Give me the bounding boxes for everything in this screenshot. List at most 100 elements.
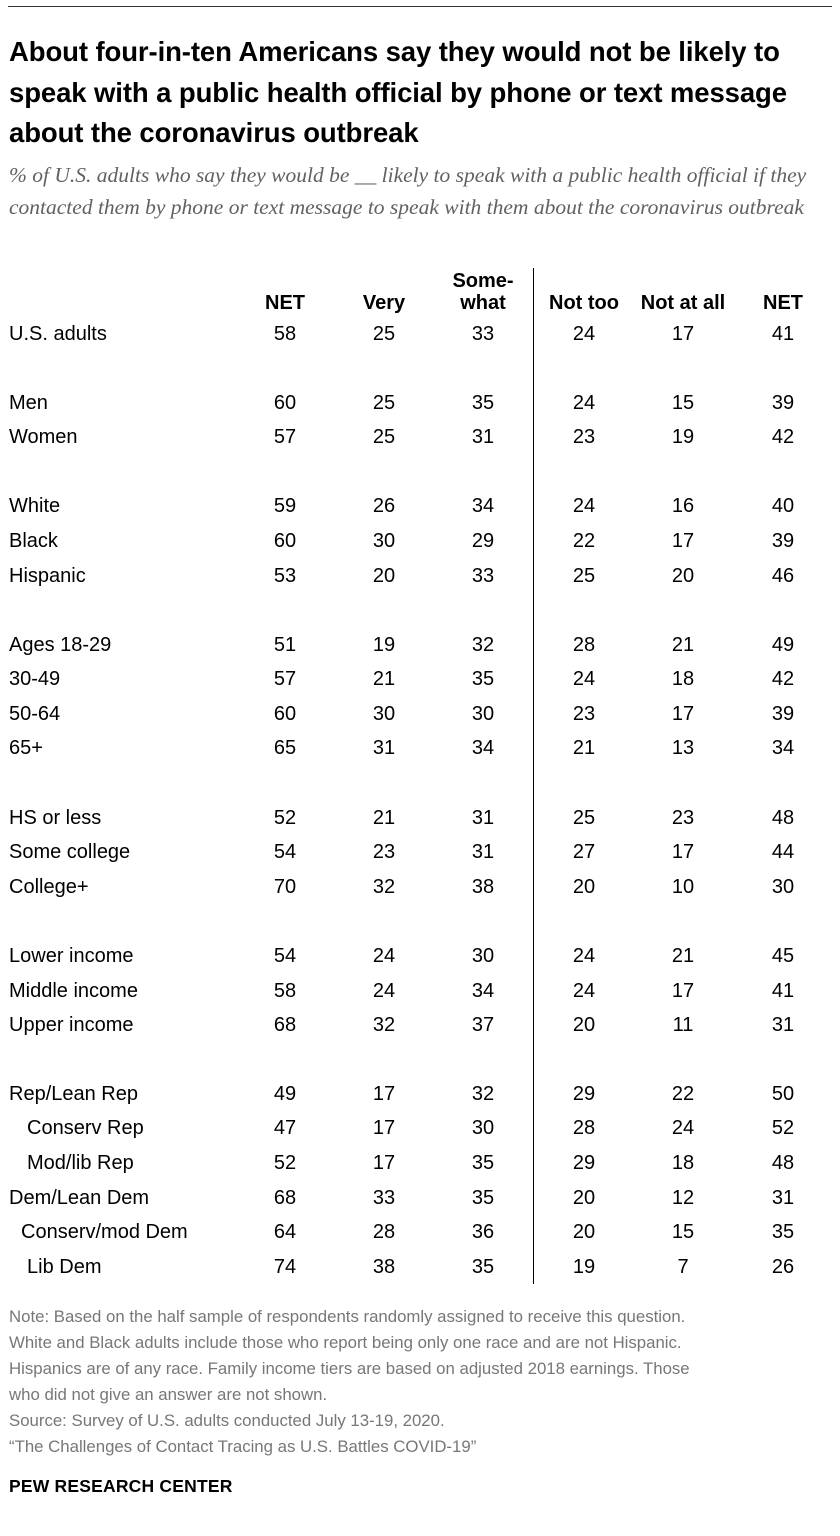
table-cell: 23: [572, 703, 596, 725]
column-header: Not too: [549, 292, 619, 314]
table-cell: 30: [471, 945, 495, 967]
table-cell: 18: [671, 1152, 695, 1174]
table-cell: 30: [471, 703, 495, 725]
table-cell: 60: [273, 530, 297, 552]
table-cell: 70: [273, 876, 297, 898]
row-label: Conserv Rep: [27, 1117, 144, 1139]
table-cell: 20: [572, 1014, 596, 1036]
table-cell: 24: [572, 323, 596, 345]
table-cell: 25: [372, 392, 396, 414]
table-cell: 26: [372, 495, 396, 517]
table-cell: 20: [572, 1221, 596, 1243]
row-label: White: [9, 495, 61, 517]
table-cell: 27: [572, 841, 596, 863]
table-cell: 33: [372, 1187, 396, 1209]
table-cell: 49: [771, 634, 795, 656]
table-cell: 17: [671, 841, 695, 863]
table-cell: 52: [771, 1117, 795, 1139]
column-header: Not at all: [640, 292, 726, 314]
table-cell: 31: [471, 841, 495, 863]
table-cell: 52: [273, 807, 297, 829]
row-label: HS or less: [9, 807, 102, 829]
table-cell: 33: [471, 323, 495, 345]
table-cell: 24: [572, 980, 596, 1002]
table-cell: 23: [372, 841, 396, 863]
table-cell: 31: [471, 426, 495, 448]
table-cell: 31: [471, 807, 495, 829]
table-cell: 44: [771, 841, 795, 863]
table-cell: 21: [671, 634, 695, 656]
table-cell: 28: [572, 1117, 596, 1139]
table-cell: 65: [273, 737, 297, 759]
note-line: Note: Based on the half sample of respon…: [9, 1307, 686, 1326]
row-label: Lower income: [9, 945, 134, 967]
column-divider: [533, 268, 534, 1284]
table-cell: 25: [372, 426, 396, 448]
table-cell: 10: [671, 876, 695, 898]
note-line: who did not give an answer are not shown…: [9, 1385, 328, 1404]
table-cell: 52: [273, 1152, 297, 1174]
table-cell: 33: [471, 565, 495, 587]
table-cell: 38: [471, 876, 495, 898]
table-cell: 19: [372, 634, 396, 656]
table-cell: 17: [671, 980, 695, 1002]
table-cell: 39: [771, 530, 795, 552]
table-cell: 38: [372, 1256, 396, 1278]
row-label: Women: [9, 426, 78, 448]
table-cell: 19: [671, 426, 695, 448]
table-cell: 35: [471, 1187, 495, 1209]
row-label: Conserv/mod Dem: [21, 1221, 188, 1243]
row-label: College+: [9, 876, 89, 898]
chart-title: About four-in-ten Americans say they wou…: [9, 36, 787, 148]
note-line: White and Black adults include those who…: [9, 1333, 682, 1352]
table-cell: 29: [572, 1152, 596, 1174]
table-cell: 20: [572, 876, 596, 898]
row-label: Lib Dem: [27, 1256, 102, 1278]
table-cell: 34: [471, 737, 495, 759]
table-cell: 60: [273, 703, 297, 725]
table-cell: 17: [671, 530, 695, 552]
table-cell: 49: [273, 1083, 297, 1105]
table-cell: 20: [671, 565, 695, 587]
table-cell: 68: [273, 1014, 297, 1036]
table-cell: 30: [372, 703, 396, 725]
table-cell: 32: [372, 1014, 396, 1036]
table-cell: 21: [372, 807, 396, 829]
table-cell: 42: [771, 668, 795, 690]
table-cell: 31: [771, 1187, 795, 1209]
table-cell: 42: [771, 426, 795, 448]
table-cell: 58: [273, 980, 297, 1002]
table-cell: 31: [771, 1014, 795, 1036]
table-cell: 19: [572, 1256, 596, 1278]
row-label: Men: [9, 392, 48, 414]
table-cell: 22: [671, 1083, 695, 1105]
table-cell: 24: [671, 1117, 695, 1139]
column-header: NET: [763, 292, 803, 314]
table-cell: 25: [372, 323, 396, 345]
table-cell: 41: [771, 980, 795, 1002]
table-cell: 21: [671, 945, 695, 967]
table-cell: 13: [671, 737, 695, 759]
table-cell: 54: [273, 945, 297, 967]
row-label: Dem/Lean Dem: [9, 1187, 150, 1209]
table-cell: 59: [273, 495, 297, 517]
table-cell: 35: [471, 1152, 495, 1174]
table-cell: 35: [471, 392, 495, 414]
table-cell: 29: [471, 530, 495, 552]
table-cell: 23: [671, 807, 695, 829]
table-cell: 17: [372, 1117, 396, 1139]
table-cell: 22: [572, 530, 596, 552]
table-cell: 34: [771, 737, 795, 759]
row-label: Ages 18-29: [9, 634, 112, 656]
table-cell: 15: [671, 392, 695, 414]
table-cell: 12: [671, 1187, 695, 1209]
table-cell: 28: [572, 634, 596, 656]
table-cell: 40: [771, 495, 795, 517]
row-label: Middle income: [9, 980, 138, 1002]
table-cell: 50: [771, 1083, 795, 1105]
table-cell: 39: [771, 392, 795, 414]
table-cell: 35: [771, 1221, 795, 1243]
table-cell: 64: [273, 1221, 297, 1243]
table-cell: 34: [471, 495, 495, 517]
table-cell: 30: [471, 1117, 495, 1139]
